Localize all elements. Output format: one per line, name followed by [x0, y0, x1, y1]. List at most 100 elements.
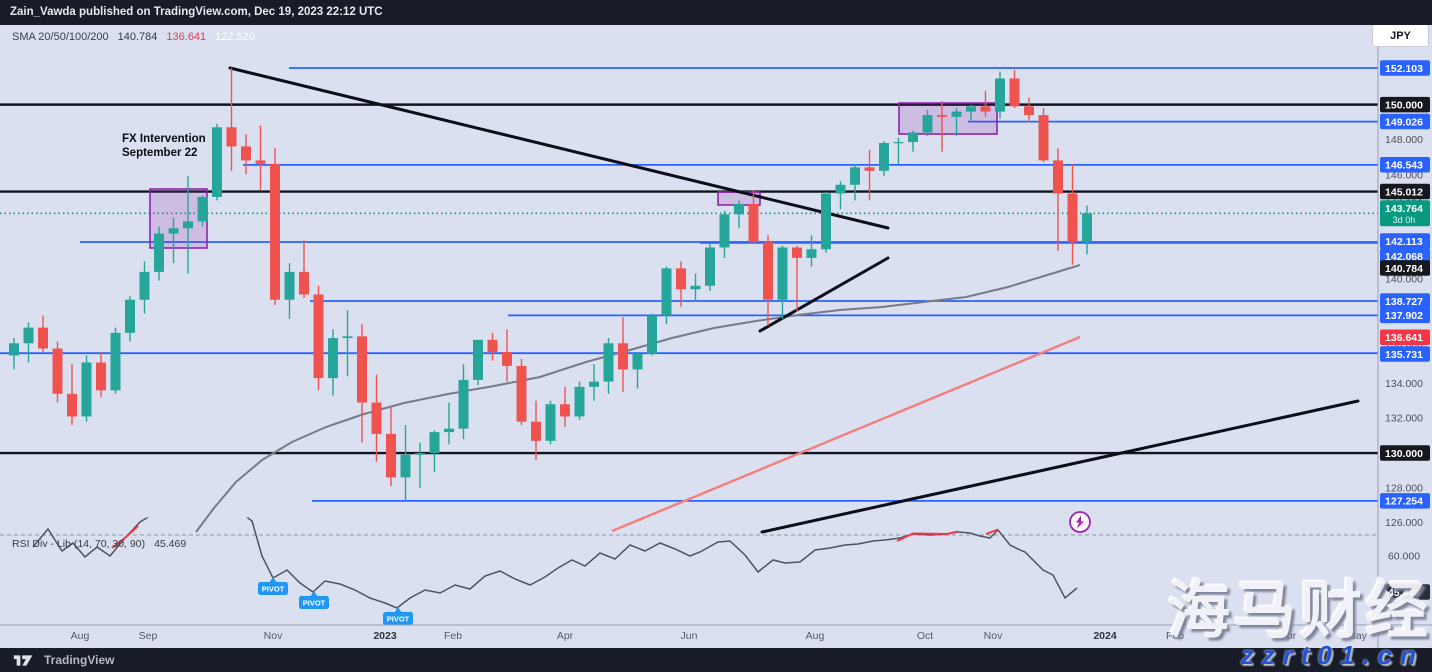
time-tick-label: Nov — [984, 630, 1003, 642]
candle — [1024, 106, 1034, 116]
candle — [429, 432, 440, 454]
candle — [1067, 193, 1078, 243]
sma-value-3: 122.520 — [215, 31, 255, 43]
price-level-label — [1380, 329, 1430, 346]
price-level-label — [1380, 293, 1430, 309]
price-level-label — [1380, 233, 1430, 249]
candle — [270, 163, 280, 300]
rsi-divergence-segment — [896, 530, 959, 542]
price-level-lines — [0, 67, 1378, 502]
candle — [444, 428, 454, 433]
candle — [748, 203, 759, 243]
svg-text:3d 0h: 3d 0h — [1393, 215, 1416, 225]
time-tick-label: Feb — [1166, 630, 1184, 642]
price-level-label — [1380, 493, 1430, 509]
time-tick-label: 2023 — [373, 630, 397, 642]
time-tick-label: Apr — [557, 630, 574, 642]
trendline — [758, 256, 890, 333]
time-tick-label: Oct — [917, 630, 933, 642]
candle — [96, 362, 106, 391]
candle — [357, 336, 367, 403]
candle — [110, 332, 121, 391]
candle — [647, 315, 657, 354]
fx-intervention-annotation: FX Intervention September 22 — [122, 132, 206, 160]
footer-brand-text[interactable]: TradingView — [44, 653, 115, 667]
svg-text:PIVOT: PIVOT — [303, 599, 326, 608]
publish-text: Zain_Vawda published on TradingView.com,… — [10, 6, 383, 18]
candle — [734, 203, 744, 215]
candle — [1053, 160, 1063, 194]
price-level-label — [1380, 113, 1430, 130]
candlesticks — [9, 68, 1092, 501]
candle — [690, 285, 701, 290]
svg-text:45.469: 45.469 — [1388, 587, 1420, 599]
candle — [777, 247, 788, 300]
candle — [38, 327, 48, 349]
candle — [705, 247, 715, 286]
candle — [719, 214, 730, 248]
price-level-label-text: 137.902 — [1385, 310, 1423, 322]
candle — [980, 106, 991, 112]
indicator-legend[interactable]: SMA 20/50/100/200 140.784 136.641 122.52… — [12, 31, 255, 43]
time-tick-label: 2024 — [1093, 630, 1117, 642]
time-tick-label: Sep — [139, 630, 158, 642]
candle — [922, 115, 933, 133]
svg-text:PIVOT: PIVOT — [387, 615, 410, 624]
time-tick-label: Apr — [1280, 630, 1297, 642]
lightning-bolt-icon[interactable] — [1069, 511, 1091, 533]
price-level-label-text: 149.026 — [1385, 116, 1423, 128]
candle — [487, 339, 498, 352]
rsi-value-label — [1380, 584, 1430, 600]
price-tick-label: 126.000 — [1385, 517, 1423, 529]
rsi-indicator-legend[interactable]: RSI Div - Lib (14, 70, 30, 90) 45.469 — [12, 538, 186, 550]
price-tick-label: 132.000 — [1385, 413, 1423, 425]
candle — [125, 299, 135, 333]
candle — [589, 381, 599, 387]
candle — [1082, 213, 1092, 243]
candle — [400, 454, 411, 478]
price-axis[interactable]: 148.000146.000144.000140.000136.000134.0… — [1380, 60, 1430, 608]
candle — [299, 271, 309, 295]
candle — [81, 362, 92, 417]
candle — [386, 433, 396, 478]
sma-value-2: 136.641 — [166, 31, 207, 43]
indicator-name: SMA 20/50/100/200 — [12, 31, 109, 43]
candle — [255, 160, 266, 164]
rsi-tick-label: 40.000 — [1388, 596, 1420, 608]
candle — [676, 268, 686, 290]
watermark-cjk: 海马财经 — [1167, 577, 1432, 646]
rsi-divergence-segment — [985, 528, 999, 535]
candle — [821, 193, 831, 250]
currency-jpy-button[interactable]: JPY — [1372, 24, 1429, 47]
time-axis[interactable]: Aug Sep Nov 2023 Feb Apr Jun Aug Oct Nov 2024 Feb Ap… — [71, 630, 1368, 642]
candle — [67, 393, 77, 417]
price-level-label — [1380, 445, 1430, 461]
publish-header-bar: Zain_Vawda published on TradingView.com,… — [0, 0, 1432, 25]
price-level-label-text: 142.068 — [1385, 251, 1423, 263]
candle — [908, 132, 918, 143]
candle — [560, 404, 570, 417]
price-tick-label: 140.000 — [1385, 274, 1423, 286]
candle — [951, 111, 962, 117]
candle — [603, 343, 614, 382]
pivot-tag[interactable]: PIVOT — [258, 577, 288, 595]
candle — [618, 343, 628, 370]
candle — [966, 106, 976, 112]
candle — [473, 339, 483, 380]
candle — [168, 228, 179, 234]
candle — [893, 142, 904, 144]
pivot-tag[interactable]: PIVOT — [383, 607, 413, 625]
time-tick-label: Jun — [681, 630, 698, 642]
price-level-label — [1380, 260, 1430, 276]
pivot-tag[interactable]: PIVOT — [299, 591, 329, 609]
price-level-label-text: 127.254 — [1385, 496, 1423, 508]
candle — [328, 338, 338, 379]
candle — [139, 271, 150, 300]
candle — [458, 379, 469, 429]
candle — [313, 294, 324, 379]
sma-red-line — [611, 335, 1081, 533]
time-tick-label: Aug — [806, 630, 825, 642]
tradingview-logo-icon[interactable] — [12, 651, 38, 669]
